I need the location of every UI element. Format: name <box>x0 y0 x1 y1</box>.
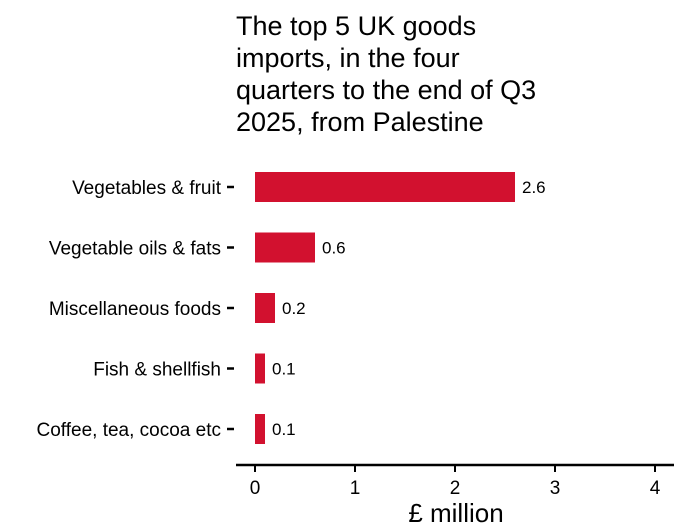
x-tick-label: 4 <box>650 478 661 499</box>
x-tick-label: 0 <box>250 478 261 499</box>
bar <box>255 172 515 202</box>
bar <box>255 353 265 384</box>
value-label: 0.1 <box>272 360 296 379</box>
bars-group <box>255 172 515 444</box>
category-label: Fish & shellfish <box>93 360 221 381</box>
x-tick-label: 1 <box>350 478 361 499</box>
category-labels: Vegetables & fruit Vegetable oils & fats M… <box>37 178 234 441</box>
category-label: Coffee, tea, cocoa etc <box>37 420 222 441</box>
category-label: Vegetables & fruit <box>72 178 222 199</box>
bar <box>255 414 265 444</box>
value-label: 2.6 <box>522 178 546 197</box>
value-label: 0.6 <box>322 239 346 258</box>
chart-title: The top 5 UK goods imports, in the four … <box>236 11 537 137</box>
category-label: Vegetable oils & fats <box>49 239 221 260</box>
x-axis-ticks: 0 1 2 3 4 <box>250 465 661 499</box>
bar <box>255 293 275 323</box>
value-labels: 2.6 0.6 0.2 0.1 0.1 <box>272 178 546 439</box>
bar <box>255 232 315 263</box>
x-tick-label: 2 <box>450 478 461 499</box>
value-label: 0.2 <box>282 299 306 318</box>
value-label: 0.1 <box>272 420 296 439</box>
category-label: Miscellaneous foods <box>49 299 221 320</box>
x-tick-label: 3 <box>550 478 561 499</box>
x-axis-title: £ million <box>408 498 503 527</box>
